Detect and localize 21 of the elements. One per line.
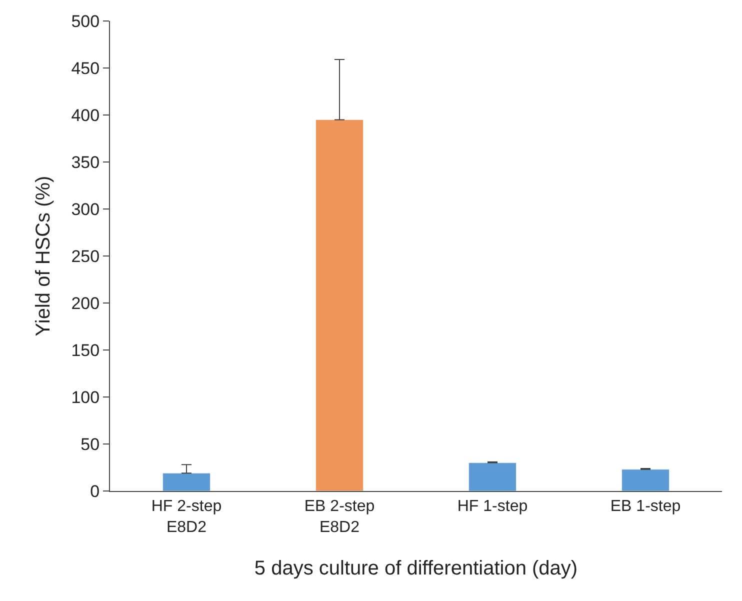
y-tick-label: 150 xyxy=(71,340,100,360)
x-axis-title: 5 days culture of differentiation (day) xyxy=(254,558,578,580)
x-tick-label: HF 1-step xyxy=(457,498,528,516)
x-tick-label: EB 2-step E8D2 xyxy=(304,498,375,536)
y-tick-label: 50 xyxy=(80,434,100,454)
y-tick-label: 450 xyxy=(71,58,100,78)
y-tick-label: 500 xyxy=(71,12,100,31)
y-tick-label: 200 xyxy=(71,294,100,313)
y-tick-label: 350 xyxy=(71,152,100,172)
y-tick-label: 250 xyxy=(71,246,100,266)
bar xyxy=(622,469,670,491)
bar xyxy=(162,472,210,491)
bar xyxy=(468,462,516,491)
bar xyxy=(316,119,364,491)
y-tick-label: 400 xyxy=(71,106,100,125)
y-axis-title: Yield of HSCs (%) xyxy=(32,176,55,336)
y-tick-label: 300 xyxy=(71,200,100,219)
x-tick-label: EB 1-step xyxy=(610,498,681,516)
y-tick-label: 100 xyxy=(71,388,100,407)
y-tick-label: 0 xyxy=(90,482,100,501)
x-tick-label: HF 2-step E8D2 xyxy=(151,498,222,536)
